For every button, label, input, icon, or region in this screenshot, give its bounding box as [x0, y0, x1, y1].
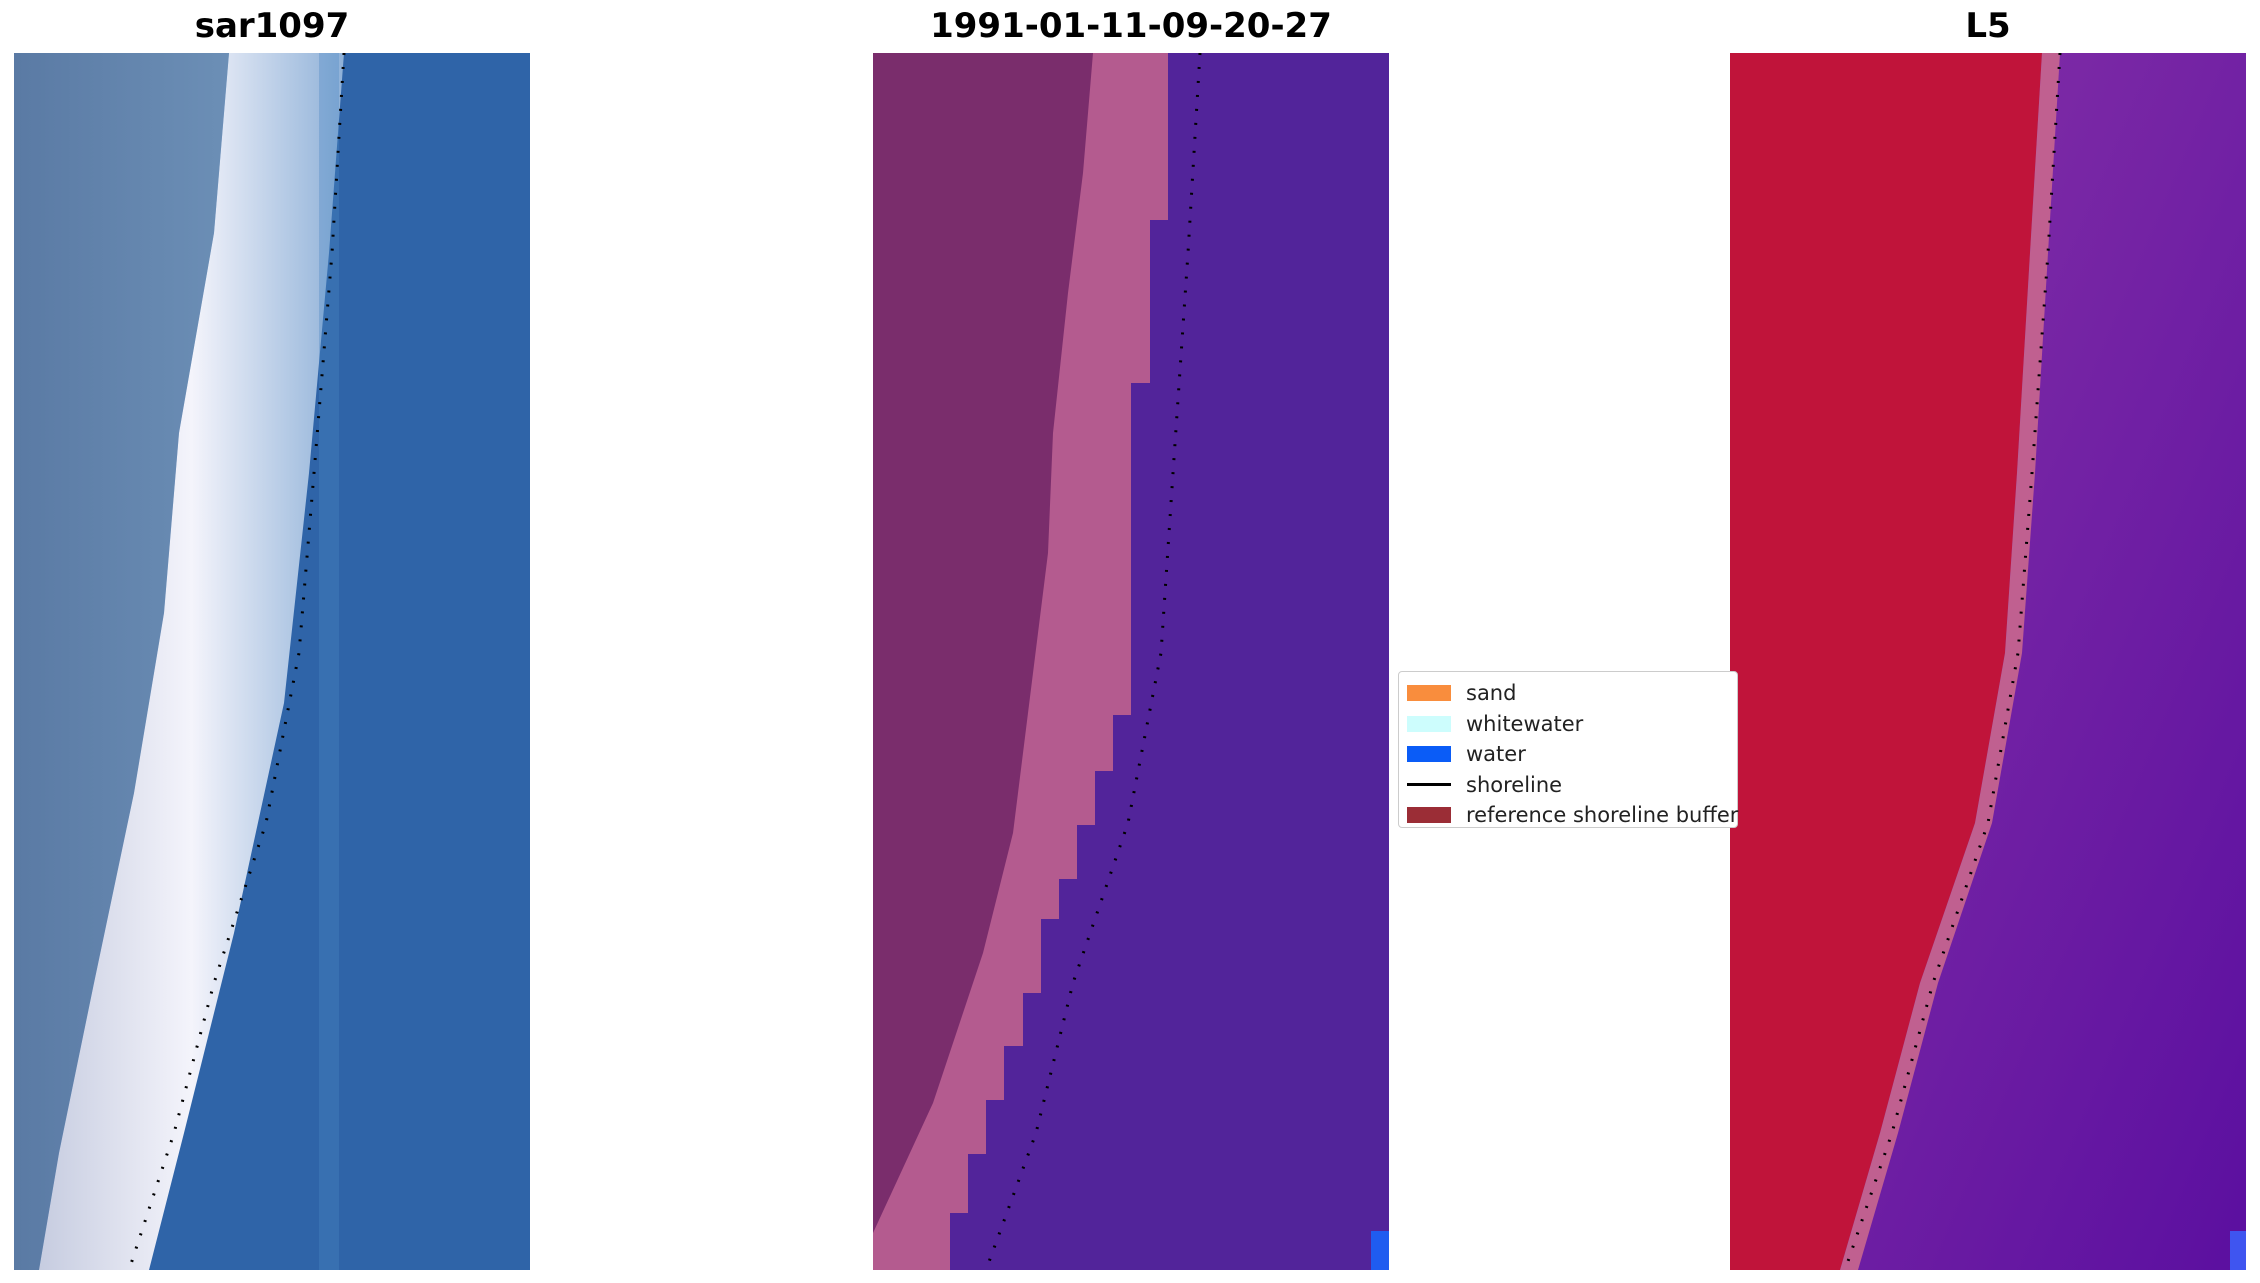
- sand-swatch-icon: [1407, 685, 1451, 702]
- surf-zone: [39, 53, 344, 1270]
- false-color-image: [1730, 53, 2246, 1270]
- shoreline-line-icon: [1407, 783, 1451, 787]
- legend-item-sand: sand: [1407, 678, 1737, 709]
- legend-label: reference shoreline buffer: [1466, 803, 1739, 828]
- legend-item-reference-buffer: reference shoreline buffer: [1407, 800, 1739, 831]
- transition-band: [1840, 53, 2060, 1270]
- water-pixel: [2230, 1231, 2246, 1270]
- beach-band: [873, 53, 1168, 1270]
- land-area: [1730, 53, 2042, 1270]
- legend-label: water: [1466, 742, 1526, 767]
- legend-label: shoreline: [1466, 772, 1563, 797]
- nearshore-band: [319, 53, 339, 1270]
- legend-label: whitewater: [1466, 711, 1584, 736]
- legend-item-shoreline: shoreline: [1407, 770, 1737, 801]
- buffer-swatch-icon: [1407, 807, 1451, 824]
- panel-title-classified: 1991-01-11-09-20-27: [930, 6, 1332, 46]
- water-swatch-icon: [1407, 746, 1451, 763]
- rgb-image-panel: [14, 53, 530, 1270]
- panel-title-rgb: sar1097: [194, 6, 350, 46]
- water-pixel: [1371, 1231, 1389, 1270]
- whitewater-swatch-icon: [1407, 715, 1451, 732]
- shoreline-dots: [1843, 53, 2062, 1270]
- shoreline-dots: [984, 53, 1202, 1270]
- classified-image-panel: [873, 53, 1389, 1270]
- legend: sand whitewater water shoreline referenc…: [1398, 671, 1738, 828]
- false-color-image-panel: [1730, 53, 2246, 1270]
- land-area: [14, 53, 229, 1270]
- legend-item-water: water: [1407, 739, 1737, 770]
- legend-item-whitewater: whitewater: [1407, 709, 1737, 740]
- classified-image: [873, 53, 1389, 1270]
- panel-title-false-color: L5: [1965, 6, 2011, 46]
- legend-label: sand: [1466, 681, 1517, 706]
- satellite-rgb-image: [14, 53, 530, 1270]
